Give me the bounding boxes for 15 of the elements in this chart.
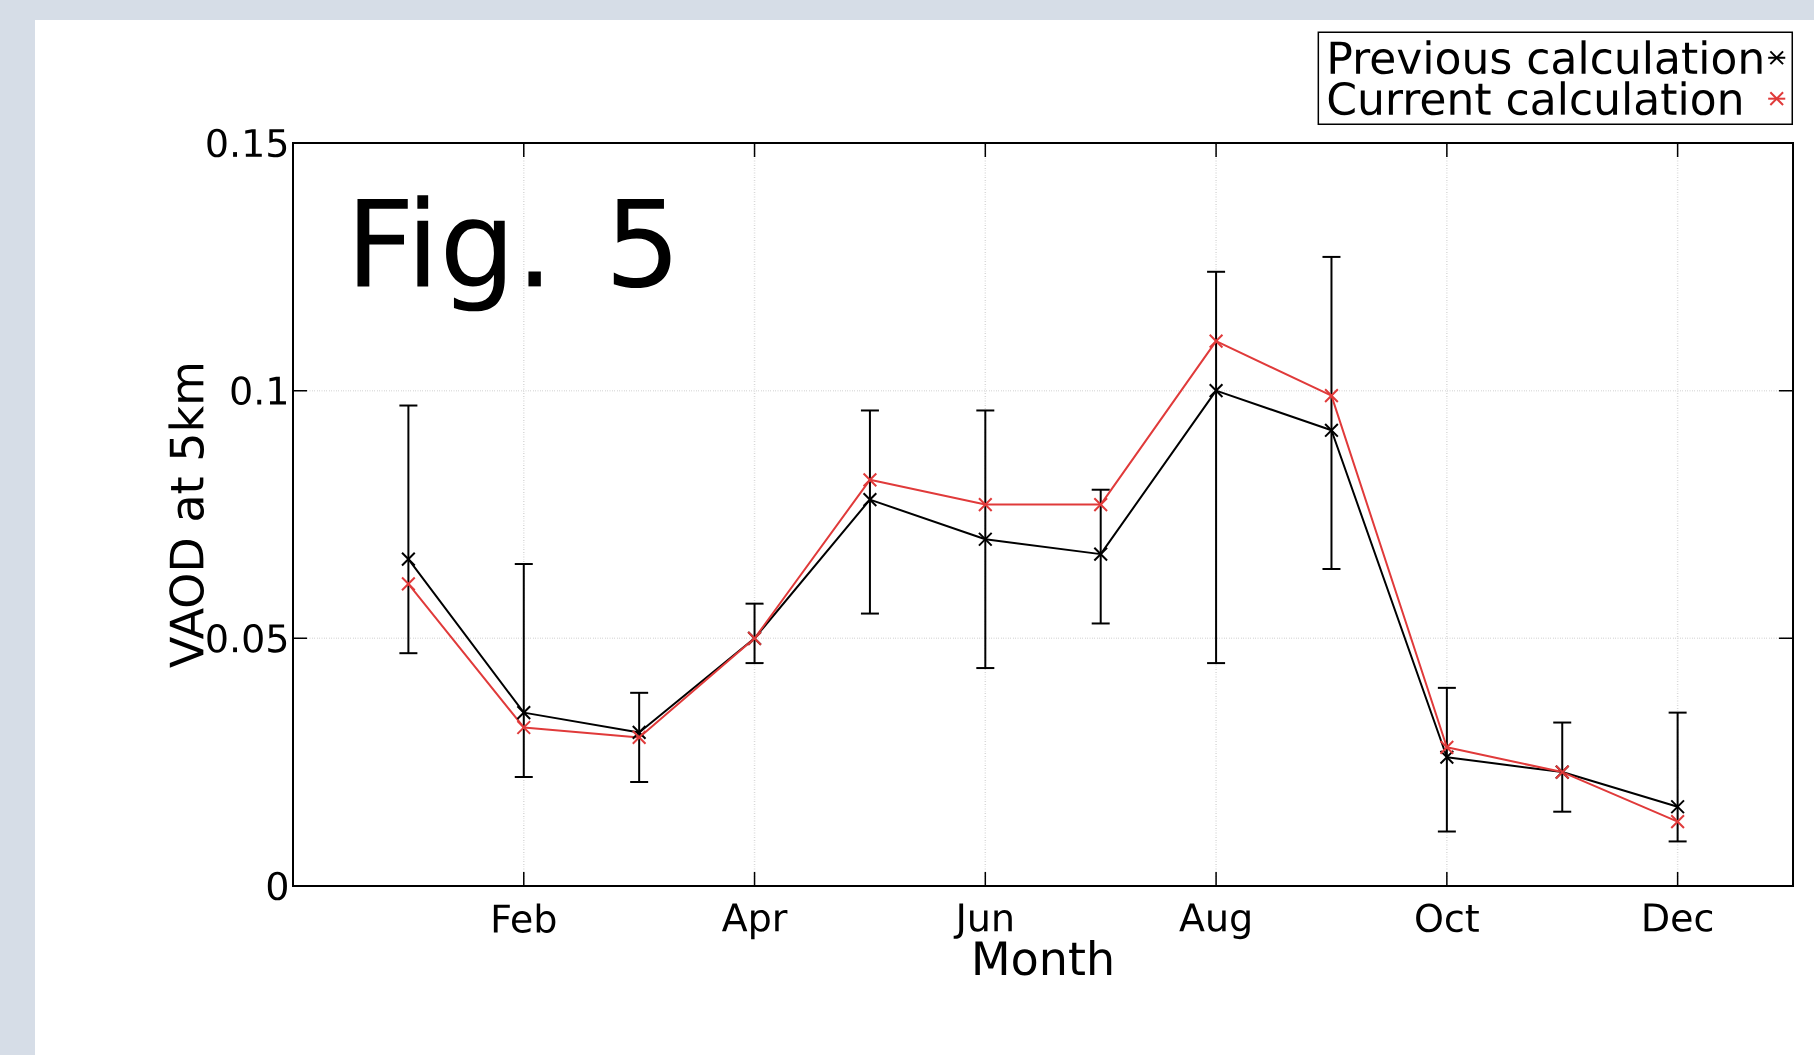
x-tick-label: Feb	[493, 903, 556, 933]
x-axis-title: Month	[975, 940, 1112, 976]
annotation: Fig. 5	[357, 195, 671, 312]
x-tick-label: Aug	[1179, 903, 1250, 940]
y-tick-label: 0	[267, 871, 287, 901]
legend-label: Current calculation	[1328, 81, 1741, 116]
y-tick-label: 0.15	[207, 128, 287, 158]
y-axis-title: VAOD at 5km	[168, 364, 204, 668]
x-tick-label: Oct	[1416, 903, 1479, 933]
x-tick-label: Dec	[1644, 903, 1713, 932]
legend-label: Previous calculation	[1330, 40, 1762, 75]
x-tick-label: Jun	[953, 903, 1012, 939]
x-tick-label: Apr	[721, 903, 788, 940]
y-tick-label: 0.05	[207, 623, 287, 653]
y-tick-label: 0.1	[231, 376, 286, 406]
